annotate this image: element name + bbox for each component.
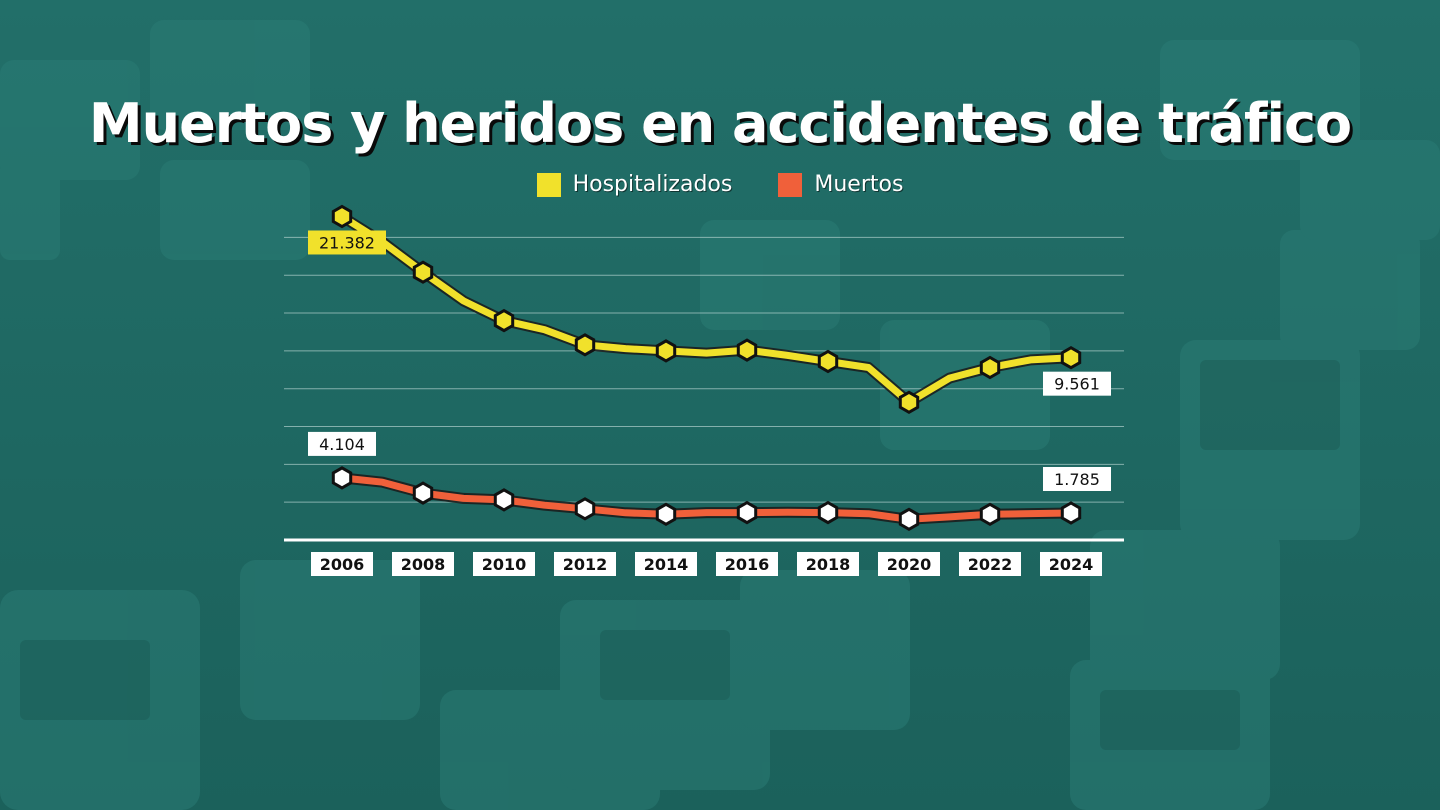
data-point-hospitalizados-2024: [1060, 345, 1082, 370]
legend-swatch-muertos: [778, 172, 803, 197]
data-label-hospitalizados-2024: 9.561: [1043, 371, 1111, 396]
x-tick-text: 2016: [725, 555, 770, 574]
data-point-muertos-2020: [898, 507, 920, 532]
chart-legend: Hospitalizados Muertos: [0, 172, 1440, 197]
series-line-muertos: [338, 474, 1075, 523]
chart-title: Muertos y heridos en accidentes de tráfi…: [88, 92, 1352, 155]
x-tick-label-2012: 2012: [554, 552, 616, 576]
legend-label-hospitalizados: Hospitalizados: [572, 172, 733, 197]
x-tick-text: 2018: [806, 555, 851, 574]
data-point-muertos-2016: [736, 500, 758, 525]
data-label-box: [308, 431, 376, 456]
x-tick-box: [473, 552, 535, 576]
data-label-text: 21.382: [319, 233, 375, 252]
data-label-box: [1043, 371, 1111, 396]
x-tick-box: [554, 552, 616, 576]
data-point-muertos-2012: [574, 497, 596, 521]
data-point-muertos-2022: [979, 502, 1001, 527]
x-tick-box: [716, 552, 778, 576]
x-tick-label-2018: 2018: [797, 552, 859, 576]
data-point-muertos-2024: [1060, 501, 1082, 525]
x-tick-box: [1040, 552, 1102, 576]
data-label-text: 4.104: [319, 435, 365, 454]
x-tick-text: 2020: [887, 555, 932, 574]
data-point-muertos-2010: [493, 488, 515, 512]
data-label-muertos-2006: 4.104: [308, 431, 376, 456]
data-point-hospitalizados-2020: [898, 390, 920, 415]
x-tick-box: [797, 552, 859, 576]
data-point-muertos-2008: [412, 481, 434, 505]
data-label-text: 1.785: [1054, 470, 1100, 489]
legend-item-muertos: Muertos: [778, 172, 903, 197]
x-tick-text: 2006: [320, 555, 365, 574]
data-point-hospitalizados-2018: [817, 349, 839, 374]
data-point-hospitalizados-2012: [574, 333, 596, 357]
x-tick-label-2024: 2024: [1040, 552, 1102, 576]
legend-item-hospitalizados: Hospitalizados: [536, 172, 733, 197]
x-tick-box: [959, 552, 1021, 576]
x-tick-box: [392, 552, 454, 576]
data-point-hospitalizados-2006: [331, 204, 353, 229]
x-tick-box: [635, 552, 697, 576]
data-point-hospitalizados-2008: [412, 260, 434, 284]
x-tick-text: 2014: [644, 555, 689, 574]
x-tick-label-2022: 2022: [959, 552, 1021, 576]
x-tick-label-2014: 2014: [635, 552, 697, 576]
data-label-hospitalizados-2006: 21.382: [308, 230, 386, 255]
data-point-hospitalizados-2014: [655, 339, 677, 363]
data-point-muertos-2006: [331, 466, 353, 490]
x-tick-text: 2022: [968, 555, 1013, 574]
data-label-box: [308, 230, 386, 255]
data-point-hospitalizados-2022: [979, 355, 1001, 380]
data-point-hospitalizados-2016: [736, 338, 758, 362]
x-tick-label-2010: 2010: [473, 552, 535, 576]
x-tick-text: 2010: [482, 555, 527, 574]
series-line-hospitalizados: [338, 213, 1075, 406]
data-point-muertos-2018: [817, 500, 839, 525]
x-tick-label-2020: 2020: [878, 552, 940, 576]
x-tick-text: 2008: [401, 555, 446, 574]
legend-swatch-hospitalizados: [536, 172, 561, 197]
x-tick-box: [878, 552, 940, 576]
data-point-hospitalizados-2010: [493, 308, 515, 333]
data-label-muertos-2024: 1.785: [1043, 466, 1111, 491]
data-point-muertos-2014: [655, 502, 677, 527]
legend-label-muertos: Muertos: [814, 172, 904, 197]
x-tick-label-2016: 2016: [716, 552, 778, 576]
x-tick-text: 2024: [1049, 555, 1094, 574]
x-tick-label-2008: 2008: [392, 552, 454, 576]
x-tick-box: [311, 552, 373, 576]
x-tick-label-2006: 2006: [311, 552, 373, 576]
data-label-box: [1043, 466, 1111, 491]
x-tick-text: 2012: [563, 555, 608, 574]
data-label-text: 9.561: [1054, 375, 1100, 394]
